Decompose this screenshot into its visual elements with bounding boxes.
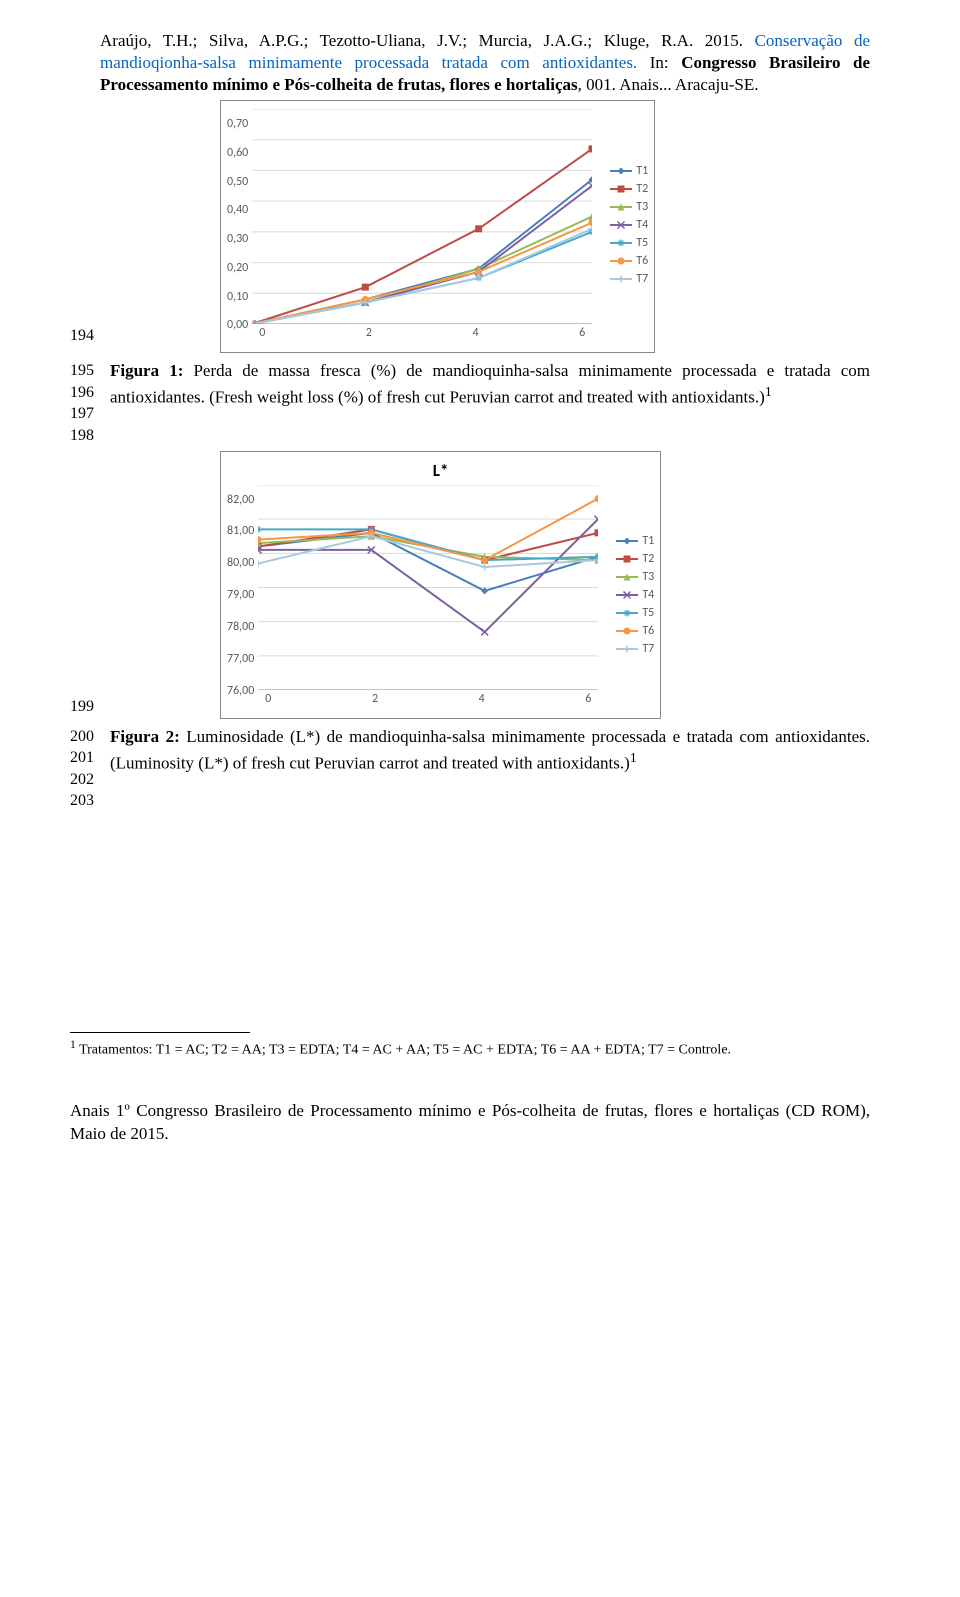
line-number: 197 [70,403,110,425]
line-number: 195 [70,360,110,382]
header-rest: , 001. Anais... Aracaju-SE. [578,75,759,94]
legend-item: T1 [616,534,654,548]
legend-item: T6 [616,624,654,638]
line-number: 198 [70,425,110,447]
legend-item: T1 [610,164,648,178]
chart-legend: T1 T2 T3 T4 T5 T6 T7 [616,530,654,660]
chart-title: L* [227,460,654,481]
chart-1: 0,700,600,500,400,300,200,100,00 0246 T1… [220,100,655,353]
figure-1-caption: Figura 1: Perda de massa fresca (%) de m… [110,360,870,410]
fig1-label: Figura 1: [110,361,183,380]
fig1-text: Perda de massa fresca (%) de mandioquinh… [110,361,870,407]
legend-item: T4 [610,218,648,232]
fig2-sup: 1 [630,750,637,766]
line-number-col: 195 196 197 198 [70,360,110,446]
figure-1-caption-row: 195 196 197 198 Figura 1: Perda de massa… [70,360,870,446]
legend-item: T5 [616,606,654,620]
chart-1-container: 0,700,600,500,400,300,200,100,00 0246 T1… [110,100,655,358]
footnote-text: Tratamentos: T1 = AC; T2 = AA; T3 = EDTA… [76,1043,731,1058]
legend-item: T7 [610,272,648,286]
footnote: 1 Tratamentos: T1 = AC; T2 = AA; T3 = ED… [70,1037,870,1060]
line-number-col: 194 [70,100,110,347]
figure-2-caption-row: 200 201 202 203 Figura 2: Luminosidade (… [70,726,870,812]
figure-1-block: 194 0,700,600,500,400,300,200,100,00 024… [70,100,870,358]
legend-item: T2 [616,552,654,566]
fig2-label: Figura 2: [110,727,180,746]
legend-item: T4 [616,588,654,602]
chart-2-container: L* 82,0081,0080,0079,0078,0077,0076,00 0… [110,451,661,724]
fig1-sup: 1 [765,384,772,400]
figure-2-block: 199 L* 82,0081,0080,0079,0078,0077,0076,… [70,451,870,724]
header-citation: Araújo, T.H.; Silva, A.P.G.; Tezotto-Uli… [100,30,870,96]
chart-2: L* 82,0081,0080,0079,0078,0077,0076,00 0… [220,451,661,719]
legend-item: T3 [616,570,654,584]
legend-item: T5 [610,236,648,250]
line-number-col: 200 201 202 203 [70,726,110,812]
page-footer: Anais 1º Congresso Brasileiro de Process… [70,1100,870,1146]
line-number-col: 199 [70,451,110,718]
legend-item: T3 [610,200,648,214]
footnote-rule [70,1032,250,1033]
line-number: 203 [70,790,110,812]
line-number: 202 [70,769,110,791]
page: Araújo, T.H.; Silva, A.P.G.; Tezotto-Uli… [0,0,960,1176]
line-number: 199 [70,698,94,715]
legend-item: T2 [610,182,648,196]
legend-item: T7 [616,642,654,656]
authors-text: Araújo, T.H.; Silva, A.P.G.; Tezotto-Uli… [100,31,743,50]
line-number: 194 [70,327,94,344]
chart-legend: T1 T2 T3 T4 T5 T6 T7 [610,160,648,290]
legend-item: T6 [610,254,648,268]
line-number: 196 [70,382,110,404]
line-number: 201 [70,747,110,769]
figure-2-caption: Figura 2: Luminosidade (L*) de mandioqui… [110,726,870,776]
in-label: In: [650,53,669,72]
fig2-text: Luminosidade (L*) de mandioquinha-salsa … [110,727,870,773]
line-number: 200 [70,726,110,748]
